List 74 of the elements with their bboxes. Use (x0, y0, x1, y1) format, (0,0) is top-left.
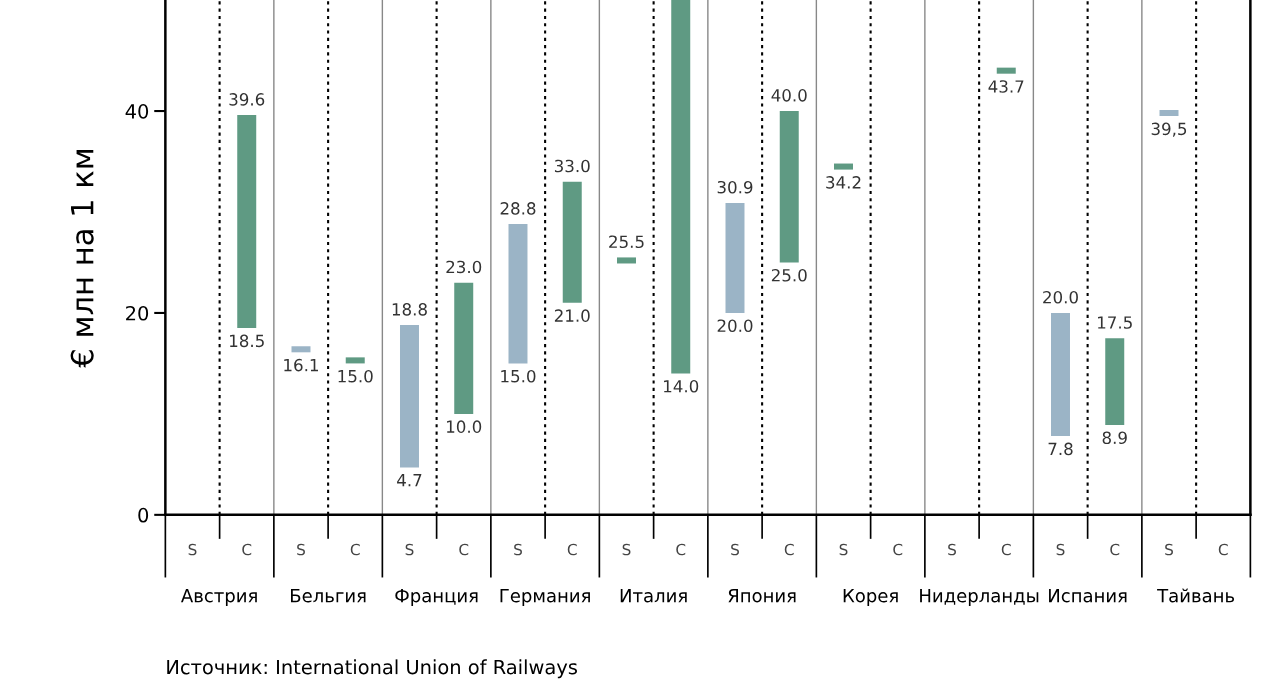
text: 18.8 (392, 303, 427, 316)
bar (996, 67, 1016, 74)
text: 18.5 (230, 334, 264, 348)
text: 8.9 (1102, 431, 1127, 445)
bar (1159, 110, 1179, 117)
bar (671, 0, 691, 374)
text: C (242, 543, 252, 556)
text: 10.0 (447, 420, 482, 433)
bar (1051, 312, 1070, 437)
x-tick-label: Германия (500, 589, 590, 606)
text: 30.9 (717, 180, 753, 194)
x-tick-label: Япония (728, 589, 796, 603)
text: 20.0 (717, 319, 753, 333)
x-tick-label: Австрия (181, 589, 257, 606)
text: 20.0 (1043, 290, 1078, 304)
text: S (1165, 543, 1173, 556)
y-tick-label: 0 (138, 507, 149, 523)
text: 39.6 (229, 93, 265, 106)
text: 43.7 (988, 80, 1024, 93)
bar (1105, 338, 1125, 425)
text: 39,5 (1151, 122, 1187, 137)
text: 16.1 (284, 358, 318, 372)
text: S (731, 543, 739, 556)
x-tick-label: Бельгия (291, 589, 366, 603)
text: 40.0 (771, 89, 807, 102)
text: 15.0 (501, 369, 536, 383)
y-tick-label: 40 (125, 104, 149, 119)
text: S (622, 543, 631, 556)
text: S (188, 543, 197, 556)
bar (562, 181, 582, 303)
text: Источник: International Union of Railways (167, 659, 577, 679)
text: 33.0 (554, 159, 590, 173)
bar (345, 357, 365, 364)
x-tick-label: Франция (395, 589, 478, 606)
text: 14.0 (664, 379, 699, 393)
bar (237, 115, 257, 329)
text: S (297, 543, 305, 556)
text: 4.7 (397, 474, 422, 487)
text: C (350, 543, 360, 556)
text: C (1001, 543, 1011, 556)
text: 25.5 (609, 235, 644, 249)
text: S (948, 543, 956, 556)
bar (291, 346, 311, 353)
y-tick-label: 20 (126, 305, 149, 321)
text: 34.2 (826, 176, 861, 189)
x-tick-label: Корея (843, 589, 898, 606)
x-tick-label: Нидерланды (920, 589, 1039, 606)
text: 7.8 (1048, 442, 1073, 456)
text: C (1110, 543, 1120, 556)
text: S (1056, 543, 1065, 556)
text: 15.0 (338, 369, 373, 383)
text: 21.0 (554, 309, 590, 322)
bar (399, 325, 419, 468)
text: C (784, 543, 794, 556)
bar (454, 282, 474, 414)
text: C (676, 543, 686, 556)
x-tick-label: Испания (1049, 589, 1127, 603)
bar (779, 111, 799, 263)
text: C (567, 543, 577, 556)
y-axis-title: € млн на 1 км (70, 149, 94, 368)
x-tick-label: Тайвань (1157, 588, 1235, 603)
text: 28.8 (500, 202, 536, 215)
text: 23.0 (446, 260, 482, 274)
text: C (893, 543, 903, 556)
text: S (405, 543, 414, 556)
bar (725, 202, 745, 313)
text: S (839, 543, 848, 556)
x-tick-label: Италия (620, 589, 687, 603)
text: C (1218, 543, 1228, 556)
text: S (514, 543, 522, 556)
bar (508, 224, 528, 364)
text: 17.5 (1098, 316, 1132, 329)
text: C (459, 543, 469, 556)
text: 25.0 (771, 268, 807, 282)
